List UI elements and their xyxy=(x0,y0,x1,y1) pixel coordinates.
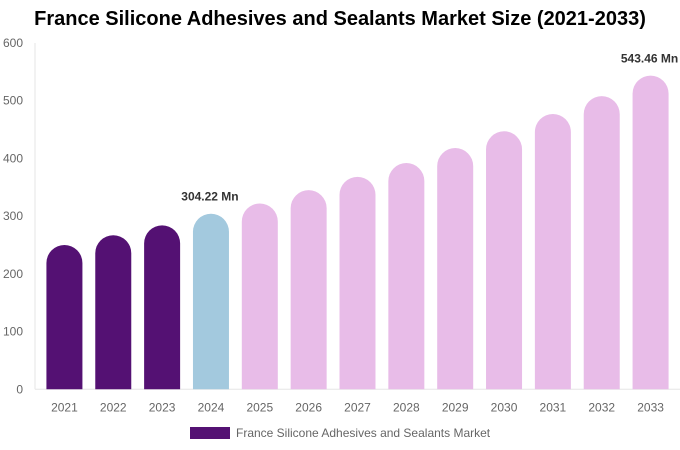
bar-2024 xyxy=(192,213,229,390)
x-tick-label: 2022 xyxy=(100,400,127,414)
x-tick-label: 2025 xyxy=(246,400,273,414)
y-tick-label: 200 xyxy=(3,267,23,281)
bar-2033 xyxy=(632,75,669,390)
x-tick-label: 2023 xyxy=(149,400,176,414)
x-tick-label: 2028 xyxy=(393,400,420,414)
x-tick-label: 2031 xyxy=(540,400,567,414)
y-tick-label: 300 xyxy=(3,209,23,223)
x-tick-label: 2026 xyxy=(295,400,322,414)
chart-title: France Silicone Adhesives and Sealants M… xyxy=(34,8,646,30)
bar-2027 xyxy=(339,176,376,390)
bar-2030 xyxy=(486,131,523,390)
bar-2026 xyxy=(290,190,327,390)
bar-2023 xyxy=(144,225,181,390)
bar-2032 xyxy=(583,96,620,390)
bar-2028 xyxy=(388,163,425,390)
y-tick-label: 600 xyxy=(3,36,23,50)
x-tick-label: 2030 xyxy=(491,400,518,414)
bar-2029 xyxy=(437,148,474,390)
x-tick-label: 2033 xyxy=(637,400,664,414)
legend-label: France Silicone Adhesives and Sealants M… xyxy=(236,426,491,440)
bar-2031 xyxy=(534,113,571,390)
x-tick-label: 2029 xyxy=(442,400,469,414)
bar-2025 xyxy=(241,203,278,390)
legend: France Silicone Adhesives and Sealants M… xyxy=(190,426,490,440)
y-tick-label: 100 xyxy=(3,325,23,339)
y-tick-label: 0 xyxy=(16,382,23,396)
x-tick-label: 2021 xyxy=(51,400,78,414)
x-tick-label: 2032 xyxy=(588,400,615,414)
y-tick-label: 400 xyxy=(3,151,23,165)
x-tick-label: 2024 xyxy=(198,400,225,414)
bar-2022 xyxy=(95,235,132,390)
data-label: 304.22 Mn xyxy=(181,190,238,204)
bar-2021 xyxy=(46,245,83,390)
y-tick-label: 500 xyxy=(3,94,23,108)
legend-swatch xyxy=(190,427,230,439)
data-label: 543.46 Mn xyxy=(621,52,678,66)
x-tick-label: 2027 xyxy=(344,400,371,414)
